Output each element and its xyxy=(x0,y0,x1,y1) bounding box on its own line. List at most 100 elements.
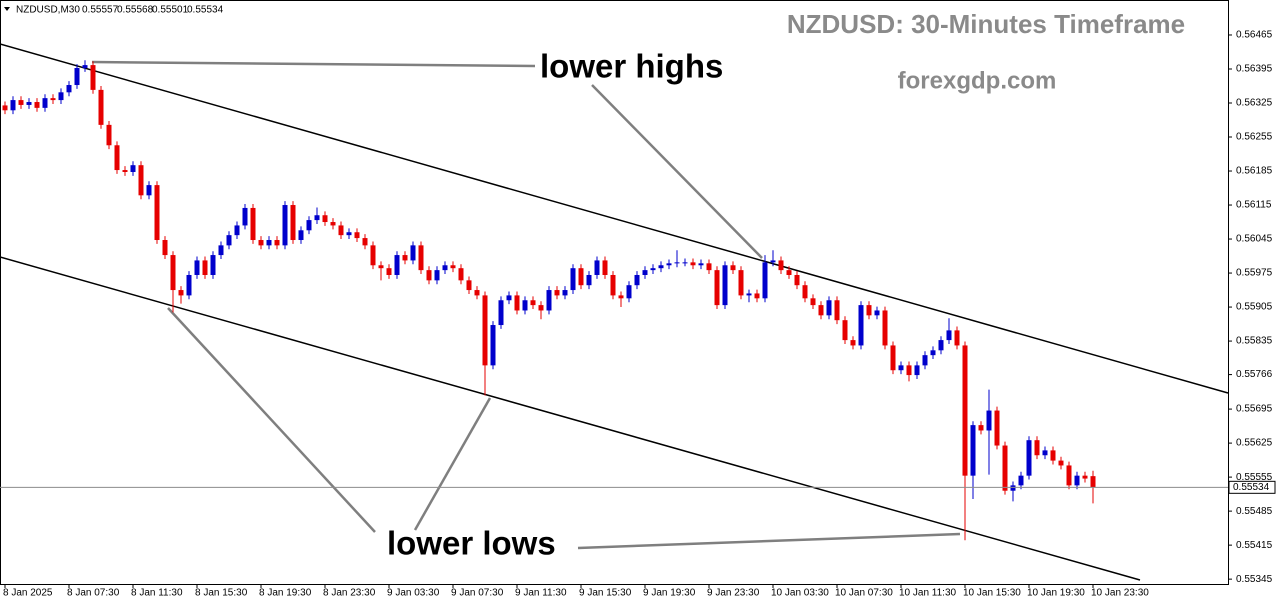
candles xyxy=(2,60,1096,541)
symbol: NZDUSD,M30 xyxy=(16,5,80,16)
annotation: lower highs xyxy=(540,48,723,85)
candle-body xyxy=(1074,475,1080,486)
candle-body xyxy=(506,295,512,301)
candle-body xyxy=(970,425,976,476)
lower-channel-line xyxy=(0,256,1141,581)
y-tick-label: 0.55555 xyxy=(1236,472,1273,483)
candle-body xyxy=(250,207,256,241)
candle-body xyxy=(650,268,656,271)
candle-body xyxy=(914,365,920,376)
candle-body xyxy=(98,89,104,125)
candle-body xyxy=(90,65,96,90)
candle-body xyxy=(202,260,208,275)
menu-arrow xyxy=(4,7,10,11)
candle-body xyxy=(122,170,128,172)
candle-body xyxy=(298,230,304,241)
candle-body xyxy=(1090,476,1096,488)
candle-body xyxy=(274,240,280,246)
candle-body xyxy=(994,410,1000,446)
candle-body xyxy=(554,290,560,296)
x-tick-label: 10 Jan 03:30 xyxy=(771,588,829,599)
x-tick-label: 8 Jan 23:30 xyxy=(323,588,376,599)
candle-body xyxy=(266,240,272,246)
candle-body xyxy=(1018,475,1024,486)
candle-body xyxy=(882,310,888,346)
candle-body xyxy=(690,262,696,266)
candle-body xyxy=(130,165,136,172)
candle-body xyxy=(386,268,392,275)
y-tick-label: 0.56115 xyxy=(1236,200,1272,211)
candle-body xyxy=(42,98,48,108)
candle-body xyxy=(522,300,528,311)
candle-body xyxy=(850,340,856,346)
candle-body xyxy=(562,290,568,296)
candle-body xyxy=(866,305,872,316)
candle-body xyxy=(18,100,24,105)
x-tick-label: 9 Jan 19:30 xyxy=(643,588,696,599)
candle-body xyxy=(482,295,488,366)
candle-body xyxy=(874,310,880,316)
pointer-line xyxy=(167,307,376,533)
candle-body xyxy=(810,298,816,306)
candle-body xyxy=(906,365,912,376)
candle-body xyxy=(66,85,72,93)
candle-body xyxy=(282,205,288,246)
x-tick-label: 8 Jan 15:30 xyxy=(195,588,248,599)
candle-body xyxy=(762,262,768,299)
candle-body xyxy=(154,185,160,241)
candle-body xyxy=(890,345,896,371)
candle-body xyxy=(186,274,192,296)
candle-body xyxy=(1042,450,1048,456)
candle-body xyxy=(450,265,456,269)
candle-body xyxy=(354,232,360,239)
candle-body xyxy=(602,260,608,275)
candle-body xyxy=(610,274,616,296)
candle-body xyxy=(1058,460,1064,466)
candle-body xyxy=(410,245,416,261)
candle-body xyxy=(50,98,56,101)
candle-body xyxy=(210,255,216,275)
candle-body xyxy=(314,215,320,221)
candle-body xyxy=(946,330,952,341)
candle-body xyxy=(722,265,728,306)
candle-body xyxy=(378,265,384,269)
candle-body xyxy=(178,290,184,296)
y-tick-label: 0.55766 xyxy=(1236,369,1273,380)
y-tick-label: 0.55485 xyxy=(1236,506,1273,517)
candle-body xyxy=(218,245,224,256)
candle-body xyxy=(538,305,544,311)
y-tick-label: 0.55695 xyxy=(1236,404,1273,415)
candle-body xyxy=(666,263,672,266)
pointer-line xyxy=(591,84,763,259)
candle-body xyxy=(434,270,440,281)
candle-body xyxy=(466,280,472,291)
x-tick-label: 8 Jan 19:30 xyxy=(259,588,312,599)
candle-body xyxy=(26,102,32,105)
candle-body xyxy=(658,265,664,269)
candle-body xyxy=(226,235,232,246)
candle-body xyxy=(826,300,832,316)
candle-body xyxy=(682,262,688,264)
y-tick-label: 0.56045 xyxy=(1236,234,1273,245)
candle-body xyxy=(954,330,960,346)
candle-body xyxy=(1034,440,1040,456)
candle-body xyxy=(498,300,504,326)
candle-body xyxy=(1066,465,1072,486)
candle-body xyxy=(418,245,424,271)
candle-body xyxy=(114,145,120,171)
candle-body xyxy=(842,320,848,341)
candle-body xyxy=(1026,440,1032,476)
x-tick-label: 9 Jan 03:30 xyxy=(387,588,440,599)
candle-body xyxy=(234,225,240,236)
candle-body xyxy=(730,265,736,271)
candle-body xyxy=(738,270,744,296)
candle-body xyxy=(618,295,624,299)
candle-body xyxy=(458,268,464,281)
candle-body xyxy=(834,300,840,321)
candle-body xyxy=(474,290,480,296)
y-tick-label: 0.56255 xyxy=(1236,132,1273,143)
candle-body xyxy=(578,268,584,286)
candle-body xyxy=(338,225,344,236)
x-tick-label: 9 Jan 07:30 xyxy=(451,588,504,599)
